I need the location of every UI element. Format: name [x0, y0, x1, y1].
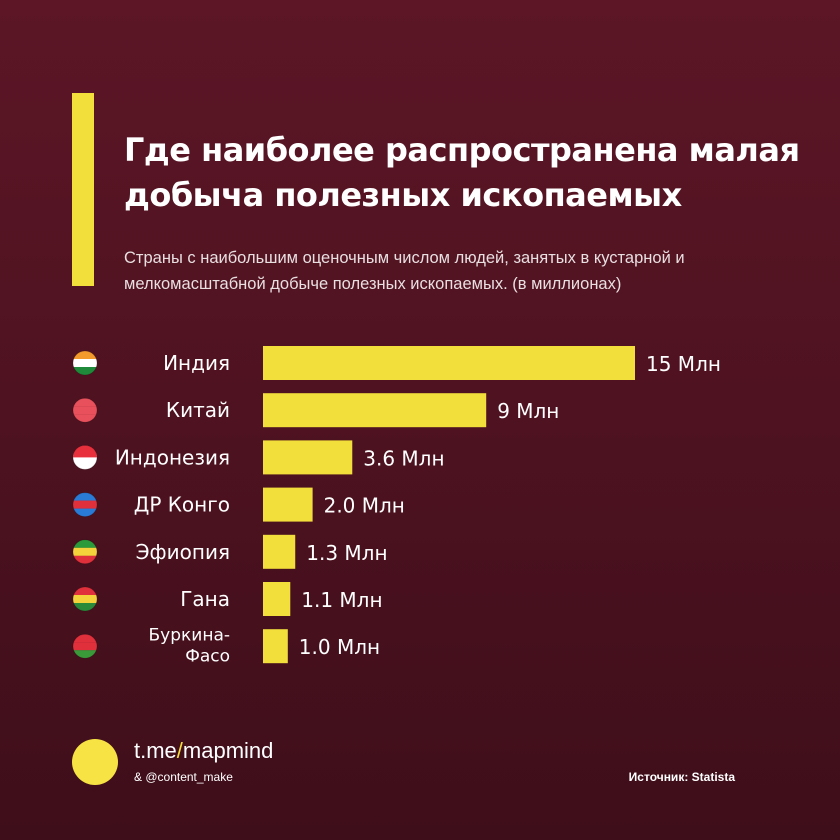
- indonesia-flag-icon: [72, 444, 98, 470]
- value-label: 2.0 Млн: [324, 494, 405, 518]
- bar: [263, 346, 635, 380]
- value-label: 15 Млн: [646, 352, 721, 376]
- link-slash: /: [176, 738, 183, 763]
- indonesia-flag-top: [73, 445, 97, 458]
- ethiopia-flag-icon: [72, 539, 98, 565]
- bar: [263, 440, 353, 475]
- indonesia-flag-stripe: [73, 461, 97, 470]
- category-label: Индия: [163, 351, 230, 375]
- ethiopia-flag-stripe: [73, 555, 97, 564]
- value-label: 9 Млн: [497, 399, 559, 423]
- burkina-faso-flag-icon: [72, 633, 98, 659]
- china-flag-stripe: [73, 406, 97, 415]
- bar: [263, 629, 288, 664]
- category-label: Индонезия: [115, 445, 230, 469]
- ghana-flag-stripe: [73, 587, 97, 596]
- india-flag-stripe: [73, 359, 97, 368]
- indonesia-flag-stripe: [73, 453, 97, 462]
- ghana-flag-stripe: [73, 595, 97, 604]
- dr-congo-flag-stripe: [73, 500, 97, 509]
- category-label: Эфиопия: [136, 540, 230, 564]
- value-label: 1.0 Млн: [299, 635, 380, 659]
- india-flag-stripe: [73, 367, 97, 375]
- page-title: Где наиболее распространена малая добыча…: [124, 131, 800, 214]
- category-label: Фасо: [185, 647, 230, 667]
- india-flag-icon: [72, 350, 98, 376]
- burkina-faso-flag-stripe: [73, 650, 97, 659]
- bar: [263, 393, 487, 428]
- china-flag-stripe: [73, 414, 97, 423]
- accent-bar: [72, 93, 94, 286]
- china-flag-icon: [72, 397, 98, 423]
- ethiopia-flag-stripe: [73, 539, 97, 548]
- ethiopia-flag-stripe: [73, 547, 97, 556]
- page-subtitle: Страны с наибольшим оценочным числом люд…: [124, 249, 685, 293]
- value-label: 1.3 Млн: [306, 541, 387, 565]
- china-flag-stripe: [73, 398, 97, 407]
- burkina-faso-flag-stripe: [73, 642, 97, 651]
- india-flag-stripe: [73, 351, 97, 360]
- logo-circle: [72, 739, 118, 785]
- category-label: ДР Конго: [134, 493, 230, 517]
- dr-congo-flag-stripe: [73, 508, 97, 517]
- category-label: Китай: [166, 398, 230, 422]
- value-label: 1.1 Млн: [301, 588, 382, 612]
- value-label: 3.6 Млн: [363, 446, 444, 470]
- source: Источник: Statista: [628, 770, 735, 784]
- bar: [263, 487, 313, 522]
- link-prefix: t.me: [134, 738, 177, 763]
- bar: [263, 534, 296, 569]
- channel-link[interactable]: t.me/mapmind: [134, 738, 273, 764]
- category-label: Гана: [180, 587, 230, 611]
- burkina-faso-flag-stripe: [73, 634, 97, 643]
- ghana-flag-stripe: [73, 603, 97, 611]
- dr-congo-flag-stripe: [73, 492, 97, 501]
- link-name: mapmind: [182, 738, 274, 763]
- ghana-flag-icon: [72, 586, 98, 612]
- bar: [263, 582, 291, 616]
- dr-congo-flag-icon: [72, 492, 98, 518]
- category-label: Буркина-: [149, 626, 231, 646]
- credit: & @content_make: [134, 770, 233, 784]
